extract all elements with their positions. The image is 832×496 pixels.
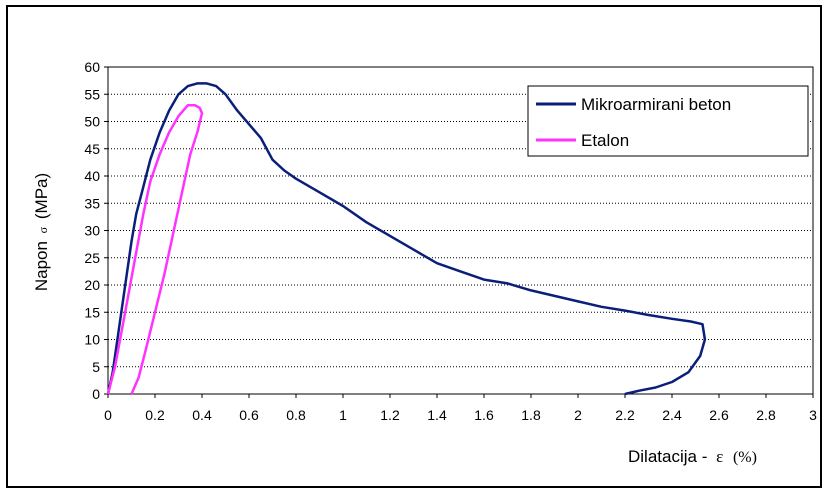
x-tick-label: 2.2 [615, 407, 635, 423]
y-tick-label: 45 [84, 141, 100, 157]
series-line-etalon [106, 103, 204, 395]
y-tick-label: 35 [84, 195, 100, 211]
x-tick-label: 1.4 [427, 407, 447, 423]
series-line-mikroarmirani-beton [106, 82, 707, 396]
legend-label-mikroarmirani-beton: Mikroarmirani beton [581, 95, 731, 114]
series-lines [106, 82, 707, 396]
x-tick-label: 0.2 [145, 407, 165, 423]
y-tick-label: 40 [84, 168, 100, 184]
x-tick-label: 1 [339, 407, 347, 423]
y-tick-label: 0 [92, 386, 100, 402]
y-tick-label: 60 [84, 59, 100, 75]
x-axis-title-text: Dilatacija - [628, 447, 707, 466]
y-tick-label: 20 [84, 277, 100, 293]
y-tick-label: 25 [84, 250, 100, 266]
x-tick-label: 2.6 [709, 407, 729, 423]
y-tick-label: 10 [84, 332, 100, 348]
x-axis-ticks: 0 0.2 0.4 0.6 0.8 1 1.2 1.4 1.6 1.8 2 2.2 2.4 2.6 2.8 3 [104, 394, 817, 423]
x-tick-label: 2.4 [662, 407, 682, 423]
legend: Mikroarmirani beton Etalon [527, 85, 809, 157]
x-tick-label: 1.8 [521, 407, 541, 423]
x-tick-label: 2 [574, 407, 582, 423]
x-tick-label: 0 [104, 407, 112, 423]
legend-box [527, 85, 809, 157]
x-axis-title: Dilatacija - ε (%) [628, 447, 757, 466]
y-tick-label: 50 [84, 114, 100, 130]
x-tick-label: 2.8 [756, 407, 776, 423]
x-tick-label: 0.6 [239, 407, 259, 423]
y-tick-label: 5 [92, 359, 100, 375]
y-axis-unit: (MPa) [32, 173, 51, 219]
y-axis-title: Napon σ (MPa) [32, 173, 51, 291]
y-axis-symbol: σ [36, 226, 50, 233]
x-tick-label: 3 [809, 407, 817, 423]
x-axis-unit: (%) [733, 449, 757, 466]
x-tick-label: 1.6 [474, 407, 494, 423]
y-tick-label: 55 [84, 86, 100, 102]
x-axis-symbol: ε [716, 447, 723, 466]
legend-label-etalon: Etalon [581, 131, 629, 150]
x-tick-label: 0.8 [286, 407, 306, 423]
y-tick-label: 30 [84, 223, 100, 239]
x-tick-label: 1.2 [380, 407, 400, 423]
y-tick-label: 15 [84, 304, 100, 320]
y-axis-ticks: 0 5 10 15 20 25 30 35 40 45 50 55 60 [84, 59, 108, 402]
y-axis-title-text: Napon [32, 241, 51, 291]
x-tick-label: 0.4 [192, 407, 212, 423]
